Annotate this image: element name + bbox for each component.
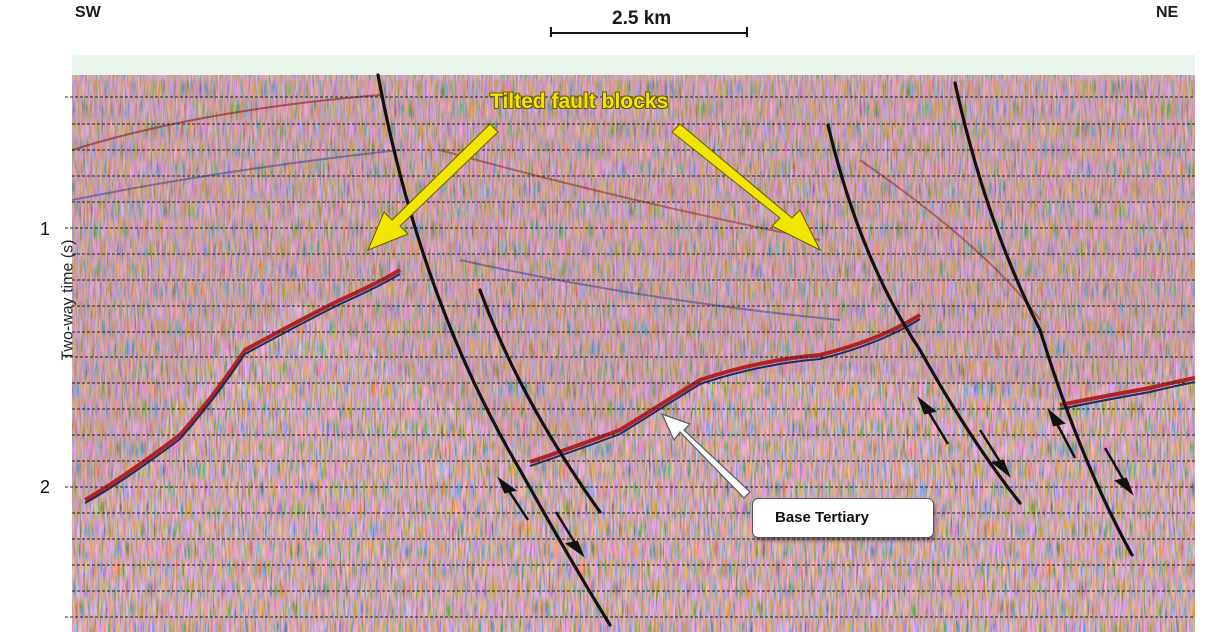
time-gridlines xyxy=(65,96,1195,618)
tilted-fault-blocks-label: Tilted fault blocks xyxy=(490,90,669,113)
fault-3 xyxy=(826,123,1022,505)
scale-bar-label: 2.5 km xyxy=(612,8,672,29)
yellow-arrow-left xyxy=(367,123,499,251)
yellow-arrow-right xyxy=(671,123,822,252)
y-tick-label-2: 2 xyxy=(40,477,51,497)
y-tick-label-1: 1 xyxy=(40,219,51,239)
tilted-fault-blocks-arrows xyxy=(367,123,822,252)
fault-2 xyxy=(478,288,602,514)
base-tertiary-callout: Base Tertiary xyxy=(752,498,934,538)
fault-lines xyxy=(376,73,1134,627)
direction-label-ne: NE xyxy=(1156,4,1179,21)
y-axis-title: Two-way time (s) xyxy=(59,239,77,361)
direction-label-sw: SW xyxy=(75,4,101,21)
slip-arrows xyxy=(497,396,1134,558)
fault-4 xyxy=(953,81,1134,557)
fault-1 xyxy=(376,73,612,627)
scale-bar xyxy=(550,27,748,37)
base-tertiary-label: Base Tertiary xyxy=(775,509,869,526)
base-tertiary-arrow xyxy=(660,412,751,499)
